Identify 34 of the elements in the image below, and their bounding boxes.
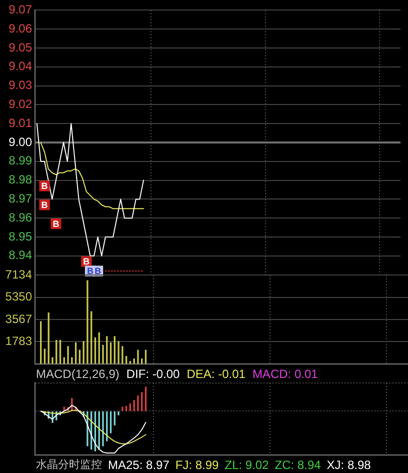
y-tick-label: 9.05 bbox=[8, 40, 32, 54]
data-label: B bbox=[86, 266, 94, 276]
text: 水晶分时监控 bbox=[36, 458, 102, 472]
y-tick-label: 8.99 bbox=[8, 154, 32, 168]
text: FJ: 8.99 bbox=[175, 458, 219, 472]
text: ZC: 8.94 bbox=[274, 458, 321, 472]
y-tick-label: 9.04 bbox=[8, 59, 32, 74]
y-tick-label: 8.95 bbox=[8, 229, 32, 244]
text: MACD: 0.01 bbox=[252, 367, 318, 381]
y-tick-label: 5350 bbox=[5, 290, 32, 304]
y-tick-label: 9.03 bbox=[8, 78, 32, 92]
y-tick-label: 1783 bbox=[5, 334, 32, 348]
y-tick-label: 9.01 bbox=[8, 116, 32, 130]
y-tick-label: 9.06 bbox=[8, 21, 32, 36]
y-tick-label: 7134 bbox=[5, 268, 32, 282]
data-label: B bbox=[41, 200, 48, 210]
y-tick-label: 8.94 bbox=[8, 248, 32, 262]
y-tick-label: 9.02 bbox=[8, 97, 32, 112]
data-label: B bbox=[52, 218, 60, 229]
y-tick-label: 3567 bbox=[5, 312, 32, 326]
data-label: B bbox=[41, 180, 48, 191]
y-tick-label: 8.97 bbox=[8, 192, 32, 206]
chart-title: MACD(12,26,9) bbox=[36, 367, 120, 381]
data-label: B bbox=[83, 256, 90, 267]
text: DIF: -0.00 bbox=[126, 367, 180, 381]
y-tick-label: 8.96 bbox=[8, 210, 32, 224]
data-label: B bbox=[94, 266, 102, 276]
y-tick-label: 9.00 bbox=[8, 134, 32, 149]
text: DEA: -0.01 bbox=[186, 367, 246, 381]
text: MA25: 8.97 bbox=[108, 458, 170, 472]
y-tick-label: 9.07 bbox=[8, 2, 32, 17]
y-tick-label: 8.98 bbox=[8, 172, 32, 187]
text: ZL: 9.02 bbox=[224, 458, 269, 472]
text: XJ: 8.98 bbox=[326, 458, 371, 472]
